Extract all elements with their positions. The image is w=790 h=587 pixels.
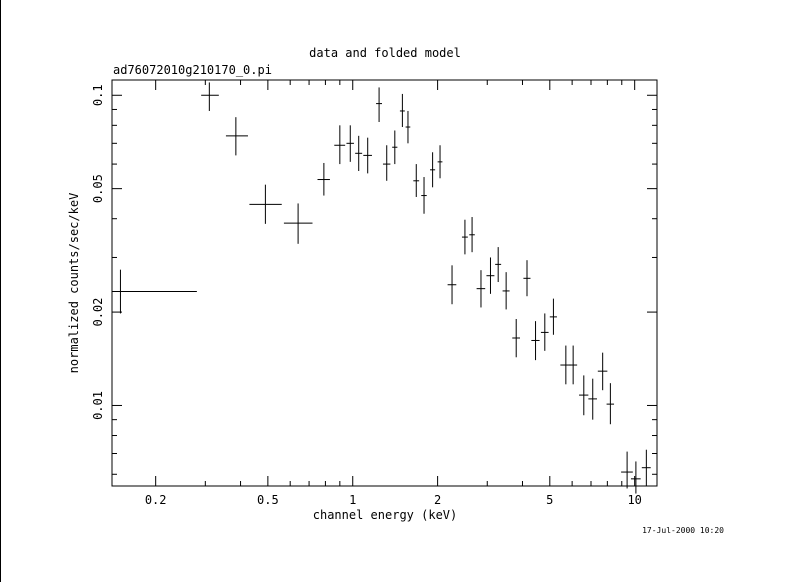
data-point bbox=[461, 219, 468, 255]
x-tick-label: 0.5 bbox=[257, 493, 279, 507]
y-tick-label: 0.1 bbox=[91, 84, 105, 106]
x-axis-ticks: 0.2 0.5 1 2 5 10 bbox=[145, 80, 642, 507]
data-point bbox=[437, 145, 443, 179]
data-point bbox=[382, 145, 391, 181]
data-point bbox=[283, 203, 313, 244]
y-axis-ticks: 0.01 0.02 0.05 0.1 bbox=[91, 84, 657, 475]
y-tick-label: 0.05 bbox=[91, 174, 105, 203]
data-point bbox=[606, 383, 615, 425]
data-point bbox=[531, 321, 540, 361]
data-point bbox=[486, 257, 495, 294]
data-point bbox=[399, 93, 405, 128]
data-point bbox=[469, 217, 475, 253]
data-point bbox=[421, 177, 427, 214]
data-point bbox=[317, 162, 330, 196]
chart-title: data and folded model bbox=[309, 46, 461, 60]
data-point bbox=[201, 82, 219, 111]
data-point bbox=[495, 247, 502, 283]
data-point bbox=[549, 298, 557, 335]
data-point bbox=[523, 260, 531, 297]
data-point bbox=[579, 375, 589, 416]
data-point bbox=[346, 125, 354, 162]
x-tick-label: 0.2 bbox=[145, 493, 167, 507]
data-point bbox=[569, 345, 578, 385]
x-tick-label: 5 bbox=[546, 493, 553, 507]
data-point bbox=[376, 87, 383, 123]
window-left-edge bbox=[0, 0, 1, 582]
data-point bbox=[334, 125, 346, 165]
data-point bbox=[112, 269, 197, 314]
x-axis-label: channel energy (keV) bbox=[313, 508, 458, 522]
x-tick-label: 2 bbox=[434, 493, 441, 507]
data-point bbox=[630, 461, 641, 494]
data-point bbox=[540, 313, 549, 351]
data-point bbox=[512, 318, 521, 358]
data-point bbox=[502, 272, 510, 310]
plot-frame bbox=[111, 79, 658, 487]
data-point bbox=[621, 451, 633, 489]
data-points bbox=[112, 82, 651, 494]
data-point bbox=[363, 137, 372, 174]
data-point bbox=[405, 110, 411, 144]
data-point bbox=[413, 164, 420, 197]
x-tick-label: 1 bbox=[349, 493, 356, 507]
x-tick-label: 10 bbox=[627, 493, 641, 507]
data-point bbox=[355, 135, 363, 171]
timestamp: 17-Jul-2000 10:20 bbox=[642, 526, 724, 535]
chart-subtitle: ad76072010g210170_0.pi bbox=[113, 63, 272, 77]
y-axis-label: normalized counts/sec/keV bbox=[67, 193, 81, 374]
data-point bbox=[476, 270, 486, 308]
data-point bbox=[225, 117, 248, 156]
data-point bbox=[430, 152, 436, 188]
data-point bbox=[249, 184, 282, 224]
data-point bbox=[641, 449, 651, 486]
data-point bbox=[392, 130, 398, 165]
data-point bbox=[588, 378, 597, 420]
data-point bbox=[597, 352, 608, 391]
data-point bbox=[447, 265, 457, 305]
y-tick-label: 0.02 bbox=[91, 298, 105, 327]
y-tick-label: 0.01 bbox=[91, 391, 105, 420]
